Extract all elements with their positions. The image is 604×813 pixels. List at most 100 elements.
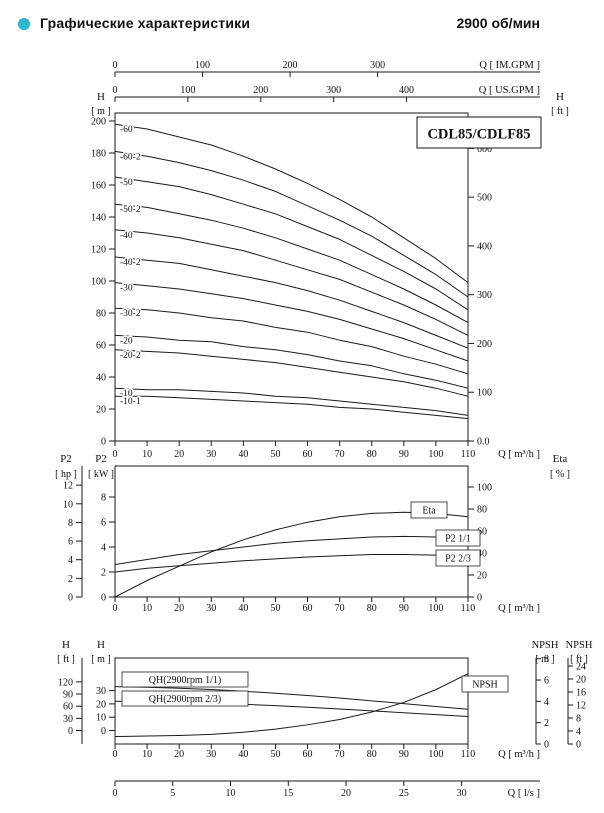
tick-label: 100 [428,603,443,614]
eta-curve-label: Eta [422,506,436,517]
tick-label: 25 [399,788,409,799]
tick-label: 2 [68,574,73,585]
tick-label: 50 [270,449,280,460]
curve--60-2 [114,150,469,298]
curve--50-2 [114,203,469,324]
tick-label: 0 [101,437,106,448]
page-title: Графические характеристики [40,15,251,31]
tick-label: 100 [428,449,443,460]
tick-label: 0 [113,449,118,460]
curve-qh-1-1 [114,686,469,710]
tick-label: 20 [96,405,106,416]
curve-label: -20-2 [120,351,141,361]
tick-label: 8 [576,714,581,725]
page-header: Графические характеристики 2900 об/мин [0,15,604,37]
tick-label: 80 [367,749,377,760]
tick-label: 0 [68,593,73,604]
axis-title: [ m ] [91,654,110,665]
tick-label: 2 [101,568,106,579]
curve--30-2 [114,307,469,375]
power-curves [114,511,469,598]
rpm-label: 2900 об/мин [456,15,540,31]
curve-label: -10-1 [120,397,141,407]
axis-h-ft: 600 500 400 300 200 100 0.0 H [ ft ] [468,91,569,448]
curve-label: -50 [120,178,133,188]
tick-label: 50 [270,749,280,760]
axis-title: [ hp ] [55,469,77,480]
tick-label: 10 [226,788,236,799]
tick-label: 100 [195,60,210,71]
axis-title: Q [ IM.GPM ] [479,60,540,71]
curve--30 [114,282,469,362]
plot-border [114,112,469,442]
tick-label: 180 [91,149,106,160]
tick-label: 90 [63,690,73,701]
axis-title: Q [ m³/h ] [498,449,540,460]
axis-eta: 100 80 60 40 20 0 Eta [ % ] [468,453,570,604]
axis-title: [ ft ] [570,654,588,665]
tick-label: 40 [238,603,248,614]
axis-title: H [97,639,105,651]
axis-title: [ % ] [550,469,570,480]
tick-label: 80 [477,505,487,516]
tick-label: 15 [283,788,293,799]
tick-label: 70 [335,749,345,760]
tick-label: 90 [399,449,409,460]
curve-eta [114,511,469,598]
tick-label: 60 [303,749,313,760]
axis-npsh-m: 8 6 4 2 0 NPSH [ m ] [532,640,559,751]
axis-title: Q [ m³/h ] [498,749,540,760]
tick-label: 8 [101,493,106,504]
tick-label: 110 [461,449,476,460]
tick-label: 500 [477,193,492,204]
tick-label: 50 [270,603,280,614]
axis-title: Q [ US.GPM ] [479,85,540,96]
tick-label: 0 [477,593,482,604]
tick-label: 160 [91,181,106,192]
curve--20-2 [114,349,469,397]
axis-title: Q [ l/s ] [508,788,540,799]
axis-title: [ ft ] [57,654,75,665]
curve-label: -30 [120,284,133,294]
tick-label: 20 [477,571,487,582]
tick-label: 12 [576,701,586,712]
tick-label: 4 [101,543,106,554]
tick-label: 6 [101,518,106,529]
axis-title: [ m ] [91,106,110,117]
model-box [416,116,542,149]
tick-label: 110 [461,603,476,614]
tick-label: 60 [96,341,106,352]
npsh-curve-label: NPSH [472,680,498,691]
tick-label: 30 [206,603,216,614]
tick-label: 400 [477,241,492,252]
tick-label: 24 [576,662,586,673]
npsh-curve-label-box [461,675,509,693]
curve--60 [114,123,469,284]
tick-label: 80 [367,449,377,460]
curve-label: -40-2 [120,258,141,268]
tick-label: 0 [544,740,549,751]
tick-label: 200 [283,60,298,71]
tick-label: 12 [63,481,73,492]
tick-label: 60 [303,449,313,460]
axis-q-m3h-mid: 0 10 20 30 40 50 60 70 80 90 100 110 Q [ m³/h ] [113,597,540,614]
tick-label: 300 [326,85,341,96]
axis-q-m3h-small: 0 10 20 30 40 50 60 70 80 90 100 110 Q [ m³/h ] [113,744,540,760]
tick-label: 100 [91,277,106,288]
axis-title: Eta [553,453,568,465]
tick-label: 20 [174,749,184,760]
axis-title: H [97,91,105,103]
tick-label: 0 [101,593,106,604]
tick-label: 600 [477,144,492,155]
tick-label: 20 [576,675,586,686]
qh-2-3-curve-label-box [121,690,249,707]
tick-label: 30 [206,749,216,760]
tick-label: 0 [113,603,118,614]
curve--20 [114,334,469,389]
p2-2-3-curve-label: P2 2/3 [445,554,471,565]
tick-label: 30 [96,686,106,697]
curve-p2-2-3 [114,554,469,573]
